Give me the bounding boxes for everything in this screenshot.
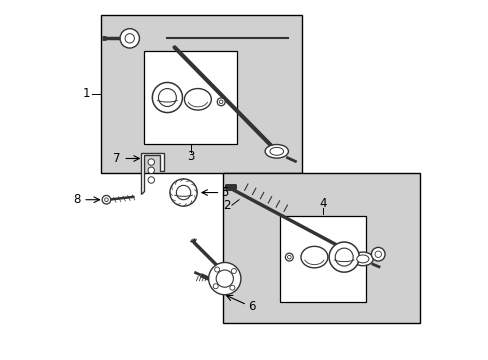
Text: 6: 6 xyxy=(247,300,255,313)
Circle shape xyxy=(148,159,154,165)
Text: 8: 8 xyxy=(73,193,81,206)
Circle shape xyxy=(214,267,219,272)
Text: 7: 7 xyxy=(113,152,121,165)
Bar xyxy=(144,51,237,144)
Ellipse shape xyxy=(184,89,211,110)
Circle shape xyxy=(371,247,384,261)
Ellipse shape xyxy=(301,246,327,268)
Bar xyxy=(280,216,366,302)
Text: 4: 4 xyxy=(319,197,326,210)
Circle shape xyxy=(328,242,359,272)
Circle shape xyxy=(152,82,182,113)
Circle shape xyxy=(213,284,218,289)
Circle shape xyxy=(335,248,352,266)
Circle shape xyxy=(102,195,110,204)
Circle shape xyxy=(120,29,139,48)
Circle shape xyxy=(176,185,190,200)
Circle shape xyxy=(231,269,236,274)
Circle shape xyxy=(169,179,197,206)
Circle shape xyxy=(287,255,290,259)
Circle shape xyxy=(148,167,154,174)
Ellipse shape xyxy=(352,252,372,266)
Circle shape xyxy=(158,89,176,107)
Circle shape xyxy=(285,253,293,261)
Circle shape xyxy=(219,100,223,104)
Text: 1: 1 xyxy=(83,87,90,100)
Text: 3: 3 xyxy=(186,150,194,163)
Ellipse shape xyxy=(356,255,368,263)
Circle shape xyxy=(229,285,234,290)
Circle shape xyxy=(125,34,134,43)
Ellipse shape xyxy=(269,147,283,155)
Text: 5: 5 xyxy=(221,186,228,199)
Circle shape xyxy=(216,270,233,287)
Circle shape xyxy=(217,98,224,106)
Bar xyxy=(223,173,419,323)
Circle shape xyxy=(374,251,381,257)
Bar xyxy=(101,15,301,173)
Ellipse shape xyxy=(264,144,288,158)
Circle shape xyxy=(104,198,108,202)
Circle shape xyxy=(148,177,154,183)
Polygon shape xyxy=(140,153,163,194)
Circle shape xyxy=(208,262,241,295)
Text: 2: 2 xyxy=(223,199,230,212)
